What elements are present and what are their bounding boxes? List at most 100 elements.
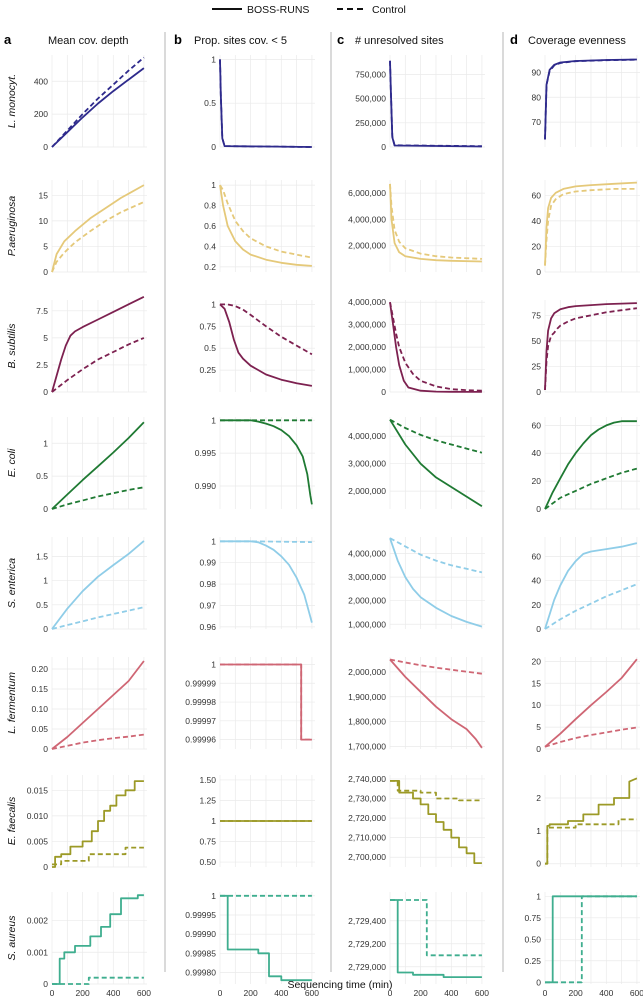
chart-panel: 0 1 2: [536, 775, 640, 869]
x-tick-label: 400: [444, 988, 458, 998]
y-tick-label: 0: [536, 977, 541, 987]
boss-runs-line: [51, 295, 145, 393]
boss-runs-line: [219, 303, 313, 387]
chart-panel: 0 0.05 0.10 0.15 0.20: [31, 657, 147, 754]
y-tick-label: 0.75: [199, 321, 216, 331]
chart-panel: 0 200 400: [34, 55, 147, 152]
control-line: [544, 467, 638, 510]
chart-panel: 0 250,000 500,000 750,000: [355, 55, 485, 152]
chart-panel: 2,000,000 4,000,000 6,000,000: [348, 180, 485, 272]
column-letter-d: d: [510, 32, 518, 47]
y-tick-label: 0.98: [199, 579, 216, 589]
y-tick-label: 25: [532, 361, 542, 371]
boss-runs-line: [51, 660, 145, 750]
y-tick-label: 15: [532, 678, 542, 688]
chart-panel: 1,000,000 2,000,000 3,000,000 4,000,000: [348, 537, 485, 629]
y-tick-label: 20: [532, 241, 542, 251]
boss-runs-line: [51, 67, 145, 148]
y-tick-label: 4,000,000: [348, 214, 386, 224]
chart-panel: 0 0.25 0.50 0.75 1 0 200 400 600: [524, 891, 643, 998]
x-axis-label: Sequencing time (min): [287, 979, 392, 991]
y-tick-label: 3,000,000: [348, 459, 386, 469]
control-line: [544, 583, 638, 630]
boss-runs-line: [51, 540, 145, 630]
boss-runs-line: [389, 658, 483, 749]
y-tick-label: 2,710,000: [348, 833, 386, 843]
y-tick-label: 2,000,000: [348, 486, 386, 496]
chart-panel: 0 0.001 0.002 0 200 400 600: [27, 892, 151, 998]
boss-runs-line: [52, 780, 144, 868]
y-tick-label: 60: [532, 551, 542, 561]
boss-runs-line: [220, 894, 312, 982]
y-tick-label: 20: [532, 600, 542, 610]
x-tick-label: 600: [305, 988, 319, 998]
control-line: [544, 307, 638, 391]
boss-runs-line: [219, 59, 312, 148]
y-tick-label: 7.5: [36, 306, 48, 316]
boss-runs-line: [389, 537, 483, 628]
boss-runs-line: [390, 780, 482, 864]
y-tick-label: 60: [532, 420, 542, 430]
y-tick-label: 0: [536, 859, 541, 869]
y-tick-label: 0.99996: [185, 735, 216, 745]
y-tick-label: 0.99990: [185, 929, 216, 939]
boss-runs-line: [51, 184, 145, 273]
chart-panel: 0 5 10 15: [39, 180, 147, 277]
chart-panel: 1,700,000 1,800,000 1,900,000 2,000,000: [348, 657, 485, 752]
y-tick-label: 2,000,000: [348, 596, 386, 606]
y-tick-label: 0: [43, 979, 48, 989]
column-letter-a: a: [4, 32, 12, 47]
y-tick-label: 0: [381, 387, 386, 397]
y-tick-label: 75: [532, 310, 542, 320]
x-tick-label: 600: [137, 988, 151, 998]
y-tick-label: 1: [211, 816, 216, 826]
boss-runs-line: [544, 658, 638, 748]
y-tick-label: 0: [536, 267, 541, 277]
y-tick-label: 2,000,000: [348, 241, 386, 251]
boss-runs-line: [390, 899, 482, 978]
chart-panel: 70 80 90: [532, 55, 640, 147]
y-tick-label: 0.5: [36, 600, 48, 610]
y-tick-label: 1.50: [199, 775, 216, 785]
row-label: L. fermentum: [6, 672, 18, 734]
chart-panel: 0.25 0.5 0.75 1: [199, 299, 315, 392]
control-line: [219, 184, 313, 259]
boss-runs-line: [219, 184, 312, 267]
y-tick-label: 1,000,000: [348, 619, 386, 629]
control-line: [52, 976, 144, 985]
y-tick-label: 5: [536, 722, 541, 732]
y-tick-label: 0.4: [204, 241, 216, 251]
y-tick-label: 200: [34, 109, 48, 119]
y-tick-label: 0.50: [524, 934, 541, 944]
y-tick-label: 2: [536, 793, 541, 803]
y-tick-label: 0: [536, 624, 541, 634]
y-tick-label: 4,000,000: [348, 431, 386, 441]
column-letter-c: c: [337, 32, 344, 47]
y-tick-label: 0: [536, 504, 541, 514]
y-tick-label: 20: [532, 476, 542, 486]
boss-runs-line: [545, 777, 638, 865]
y-tick-label: 0: [43, 862, 48, 872]
y-tick-label: 0.96: [199, 622, 216, 632]
y-tick-label: 0: [536, 387, 541, 397]
chart-panel: 0 20 40 60: [532, 537, 640, 634]
y-tick-label: 15: [39, 190, 49, 200]
y-tick-label: 4,000,000: [348, 549, 386, 559]
y-tick-label: 50: [532, 336, 542, 346]
chart-panel: 0 20 40 60: [532, 180, 640, 277]
control-line: [544, 726, 638, 748]
control-line: [390, 780, 482, 802]
control-line: [544, 187, 637, 266]
y-tick-label: 0.005: [27, 836, 49, 846]
y-tick-label: 0.10: [31, 704, 48, 714]
y-tick-label: 0: [43, 624, 48, 634]
control-line: [220, 303, 313, 356]
y-tick-label: 0.25: [199, 365, 216, 375]
column-title-a: Mean cov. depth: [48, 35, 129, 47]
x-tick-label: 0: [50, 988, 55, 998]
y-tick-label: 40: [532, 576, 542, 586]
y-tick-label: 1: [536, 826, 541, 836]
y-tick-label: 90: [532, 67, 542, 77]
y-tick-label: 0.05: [31, 724, 48, 734]
